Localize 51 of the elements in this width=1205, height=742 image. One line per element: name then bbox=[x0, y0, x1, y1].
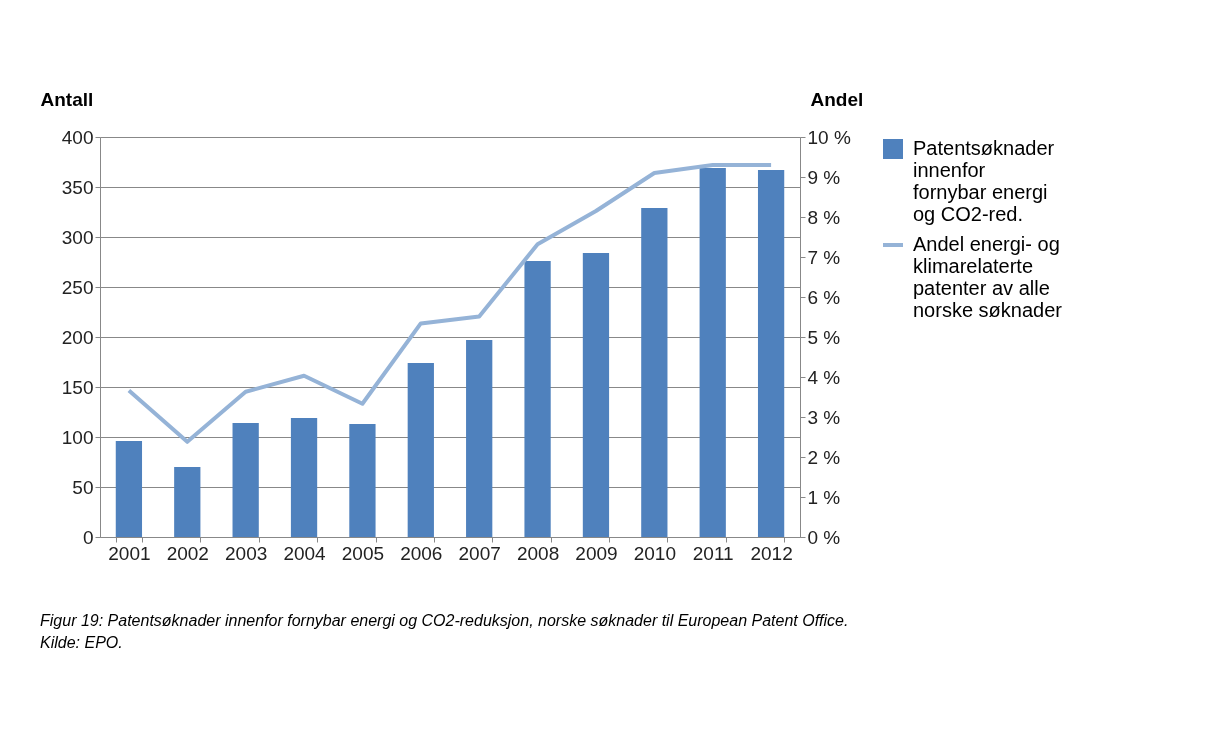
y-tick-label: 250 bbox=[61, 276, 94, 298]
bar bbox=[174, 467, 201, 537]
x-tick-label: 2004 bbox=[283, 542, 327, 564]
bar bbox=[757, 170, 785, 537]
x-tick-label: 2003 bbox=[225, 542, 268, 564]
y2-tick-label: 8 % bbox=[807, 206, 841, 228]
y-tick-label: 100 bbox=[61, 426, 94, 448]
bar bbox=[232, 423, 259, 537]
y2-tick-label: 6 % bbox=[807, 286, 841, 308]
legend-label: Patentsøknader innenfor fornybar energi og CO2-red. bbox=[913, 137, 1055, 225]
bar bbox=[699, 168, 726, 537]
y-tick-label: 0 bbox=[82, 526, 94, 548]
y-tick-label: 400 bbox=[61, 126, 94, 148]
y-tick-label: 300 bbox=[61, 226, 94, 248]
y2-tick-label: 5 % bbox=[807, 326, 841, 348]
y2-tick-label: 3 % bbox=[807, 406, 841, 428]
x-tick-label: 2006 bbox=[400, 542, 443, 564]
y2-axis-title: Andel bbox=[810, 88, 864, 110]
x-tick-label: 2005 bbox=[341, 542, 385, 564]
text: Figur 19: Patentsøknader innenfor fornybar energi og CO2-reduksjon, norske søknader til European Patent Office. bbox=[40, 612, 849, 629]
y-tick-label: 200 bbox=[61, 326, 94, 348]
bar bbox=[115, 441, 143, 537]
y-tick-label: 50 bbox=[72, 476, 94, 498]
x-tick-label: 2009 bbox=[575, 542, 618, 564]
y2-tick-label: 10 % bbox=[807, 126, 851, 148]
y2-tick-label: 2 % bbox=[807, 446, 841, 468]
bar bbox=[290, 418, 318, 537]
x-tick-label: 2001 bbox=[108, 542, 151, 564]
bar bbox=[349, 424, 376, 537]
bar bbox=[407, 363, 434, 537]
x-tick-label: 2008 bbox=[516, 542, 560, 564]
bar bbox=[582, 253, 610, 537]
y2-tick-label: 0 % bbox=[807, 526, 841, 548]
x-tick-label: 2007 bbox=[458, 542, 501, 564]
y2-tick-label: 4 % bbox=[807, 366, 841, 388]
x-tick-label: 2011 bbox=[692, 542, 734, 564]
line-series bbox=[126, 163, 774, 444]
x-tick-label: 2010 bbox=[633, 542, 676, 564]
legend-label: Andel energi- og klimarelaterte patenter av alle norske søknader bbox=[913, 233, 1063, 321]
y2-tick-label: 1 % bbox=[807, 486, 841, 508]
y2-tick-label: 7 % bbox=[807, 246, 841, 268]
bar bbox=[524, 261, 551, 537]
y-tick-label: 150 bbox=[61, 376, 94, 398]
bar bbox=[466, 340, 493, 537]
text: Kilde: EPO. bbox=[40, 634, 123, 651]
y2-tick-label: 9 % bbox=[807, 166, 841, 188]
bar bbox=[641, 208, 668, 537]
y-axis-title: Antall bbox=[40, 88, 94, 110]
y-tick-label: 350 bbox=[61, 176, 94, 198]
x-tick-label: 2012 bbox=[750, 542, 793, 564]
x-tick-label: 2002 bbox=[166, 542, 209, 564]
